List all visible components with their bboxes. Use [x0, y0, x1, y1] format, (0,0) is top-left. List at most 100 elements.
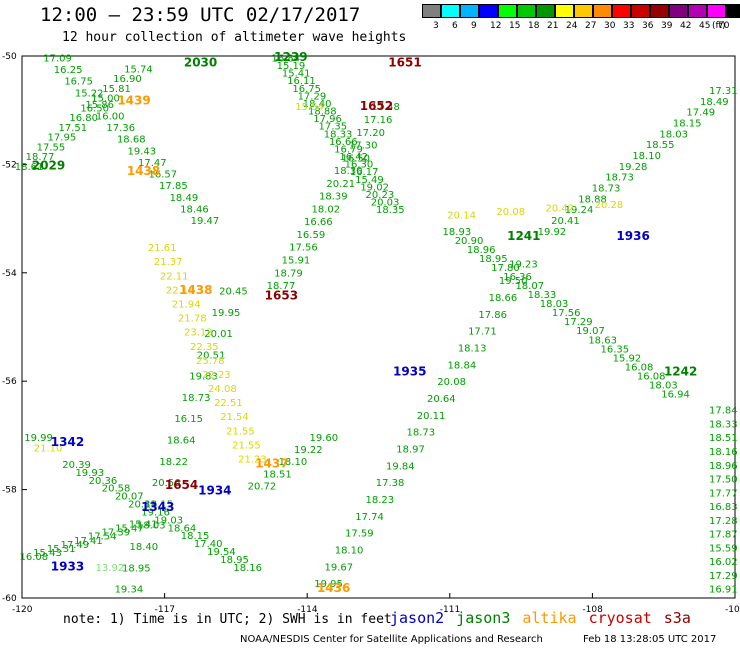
lat-tick-label: -52 [2, 160, 17, 170]
swh-reading: 15.43 [33, 548, 62, 559]
swh-reading: 20.23 [366, 190, 395, 201]
colorbar-swatch [460, 4, 479, 18]
swh-reading: 18.40 [130, 542, 159, 553]
colorbar-swatch [593, 4, 612, 18]
swh-reading: 20.90 [455, 236, 484, 247]
swh-reading: 20.08 [437, 377, 466, 388]
swh-reading: 20.14 [447, 211, 476, 222]
colorbar-label: 39 [661, 21, 673, 31]
swh-reading: 22.35 [190, 342, 219, 353]
swh-reading: 17.54 [88, 532, 117, 543]
colorbar-bin: 24 [555, 4, 577, 31]
colorbar-bin: 3 [422, 4, 441, 31]
colorbar-bin: 30 [593, 4, 615, 31]
swh-reading: 17.29 [298, 91, 327, 102]
swh-reading: 20.01 [204, 329, 233, 340]
swh-reading: 18.33 [709, 419, 738, 430]
swh-reading: 18.46 [180, 204, 209, 215]
swh-reading: 21.37 [154, 257, 183, 268]
swh-reading: 19.83 [189, 372, 218, 383]
swh-reading: 22.15 [166, 285, 195, 296]
lat-tick-label: -58 [2, 486, 17, 496]
legend-item-altika: altika [522, 609, 577, 627]
swh-reading: 22.51 [214, 398, 243, 409]
pass-time-label: 2029 [32, 158, 65, 172]
swh-reading: 16.84 [271, 53, 300, 64]
swh-reading: 23.13 [184, 328, 213, 339]
swh-reading: 20.58 [102, 484, 131, 495]
colorbar-bin: 39 [650, 4, 672, 31]
swh-reading: 18.16 [709, 447, 738, 458]
colorbar-bin: 45 [688, 4, 710, 31]
colorbar-label: 3 [433, 21, 439, 31]
swh-reading: 18.88 [578, 194, 607, 205]
swh-reading: 16.91 [709, 585, 738, 596]
swh-reading: 20.51 [197, 350, 226, 361]
swh-reading: 18.49 [170, 193, 199, 204]
pass-time-label: 1343 [141, 500, 174, 514]
swh-reading: 18.03 [659, 129, 688, 140]
legend-item-jason2: jason2 [390, 609, 445, 627]
swh-reading: 18.35 [376, 205, 405, 216]
colorbar-label: 27 [585, 21, 597, 31]
swh-reading: 15.91 [282, 256, 311, 267]
colorbar-label: 15 [509, 21, 521, 31]
pass-time-label: 1651 [388, 55, 421, 69]
pass-time-label: 1935 [393, 364, 426, 378]
swh-reading: 20.28 [595, 200, 624, 211]
swh-reading: 17.39 [102, 528, 131, 539]
swh-reading: 21.78 [178, 314, 207, 325]
swh-reading: 19.34 [115, 585, 144, 596]
colorbar-bin: 70 [707, 4, 729, 31]
swh-reading: 21.94 [172, 299, 201, 310]
pass-time-label: 1436 [317, 581, 350, 595]
swh-reading: 17.77 [709, 488, 738, 499]
swh-reading: 17.40 [194, 539, 223, 550]
swh-reading: 16.30 [345, 160, 374, 171]
colorbar-swatch [688, 4, 707, 18]
map-frame [21, 55, 736, 599]
altimeter-tracks: 17.0916.2516.7515.2215.8616.0017.3618.68… [15, 53, 738, 595]
colorbar-label: 12 [490, 21, 502, 31]
swh-reading: 16.79 [334, 144, 363, 155]
legend-item-cryosat: cryosat [588, 609, 652, 627]
swh-reading: 16.35 [600, 344, 629, 355]
swh-reading: 15.41 [282, 69, 311, 80]
swh-reading: 20.08 [496, 207, 525, 218]
swh-reading: 17.51 [58, 123, 87, 134]
legend-item-s3a: s3a [663, 609, 691, 627]
swh-reading: 16.00 [96, 111, 125, 122]
swh-reading: 17.49 [686, 108, 715, 119]
swh-reading: 16.17 [350, 167, 379, 178]
swh-reading: 17.29 [709, 571, 738, 582]
swh-reading: 16.75 [64, 77, 93, 88]
swh-reading: 17.38 [376, 478, 405, 489]
colorbar-swatch [498, 4, 517, 18]
swh-reading: 15.74 [124, 64, 153, 75]
swh-reading: 18.03 [540, 299, 569, 310]
satellite-legend: jason2 jason3 altika cryosat s3a [390, 609, 703, 627]
swh-reading: 17.09 [43, 53, 72, 64]
swh-reading: 19.67 [324, 562, 353, 573]
colorbar-swatch [650, 4, 669, 18]
swh-reading: 15.47 [115, 524, 144, 535]
swh-reading: 20.64 [427, 394, 456, 405]
swh-reading: 18.73 [407, 428, 436, 439]
pass-time-label: 1439 [117, 93, 150, 107]
colorbar-swatch [612, 4, 631, 18]
pass-time-label: 2030 [184, 55, 217, 69]
swh-reading: 16.75 [292, 84, 321, 95]
swh-reading: 18.64 [168, 523, 197, 534]
colorbar-swatch [574, 4, 593, 18]
colorbar-label: 9 [471, 21, 477, 31]
swh-reading: 20.07 [115, 492, 144, 503]
swh-reading: 15.31 [47, 544, 76, 555]
colorbar-swatch [517, 4, 536, 18]
map-subtitle: 12 hour collection of altimeter wave hei… [62, 30, 407, 45]
swh-reading: 19.60 [309, 433, 338, 444]
swh-reading: 17.56 [289, 243, 318, 254]
swh-reading: 19.99 [24, 433, 53, 444]
swh-reading: 20.72 [248, 482, 277, 493]
swh-reading: 18.22 [159, 457, 188, 468]
pass-time-label: 1239 [274, 50, 307, 64]
